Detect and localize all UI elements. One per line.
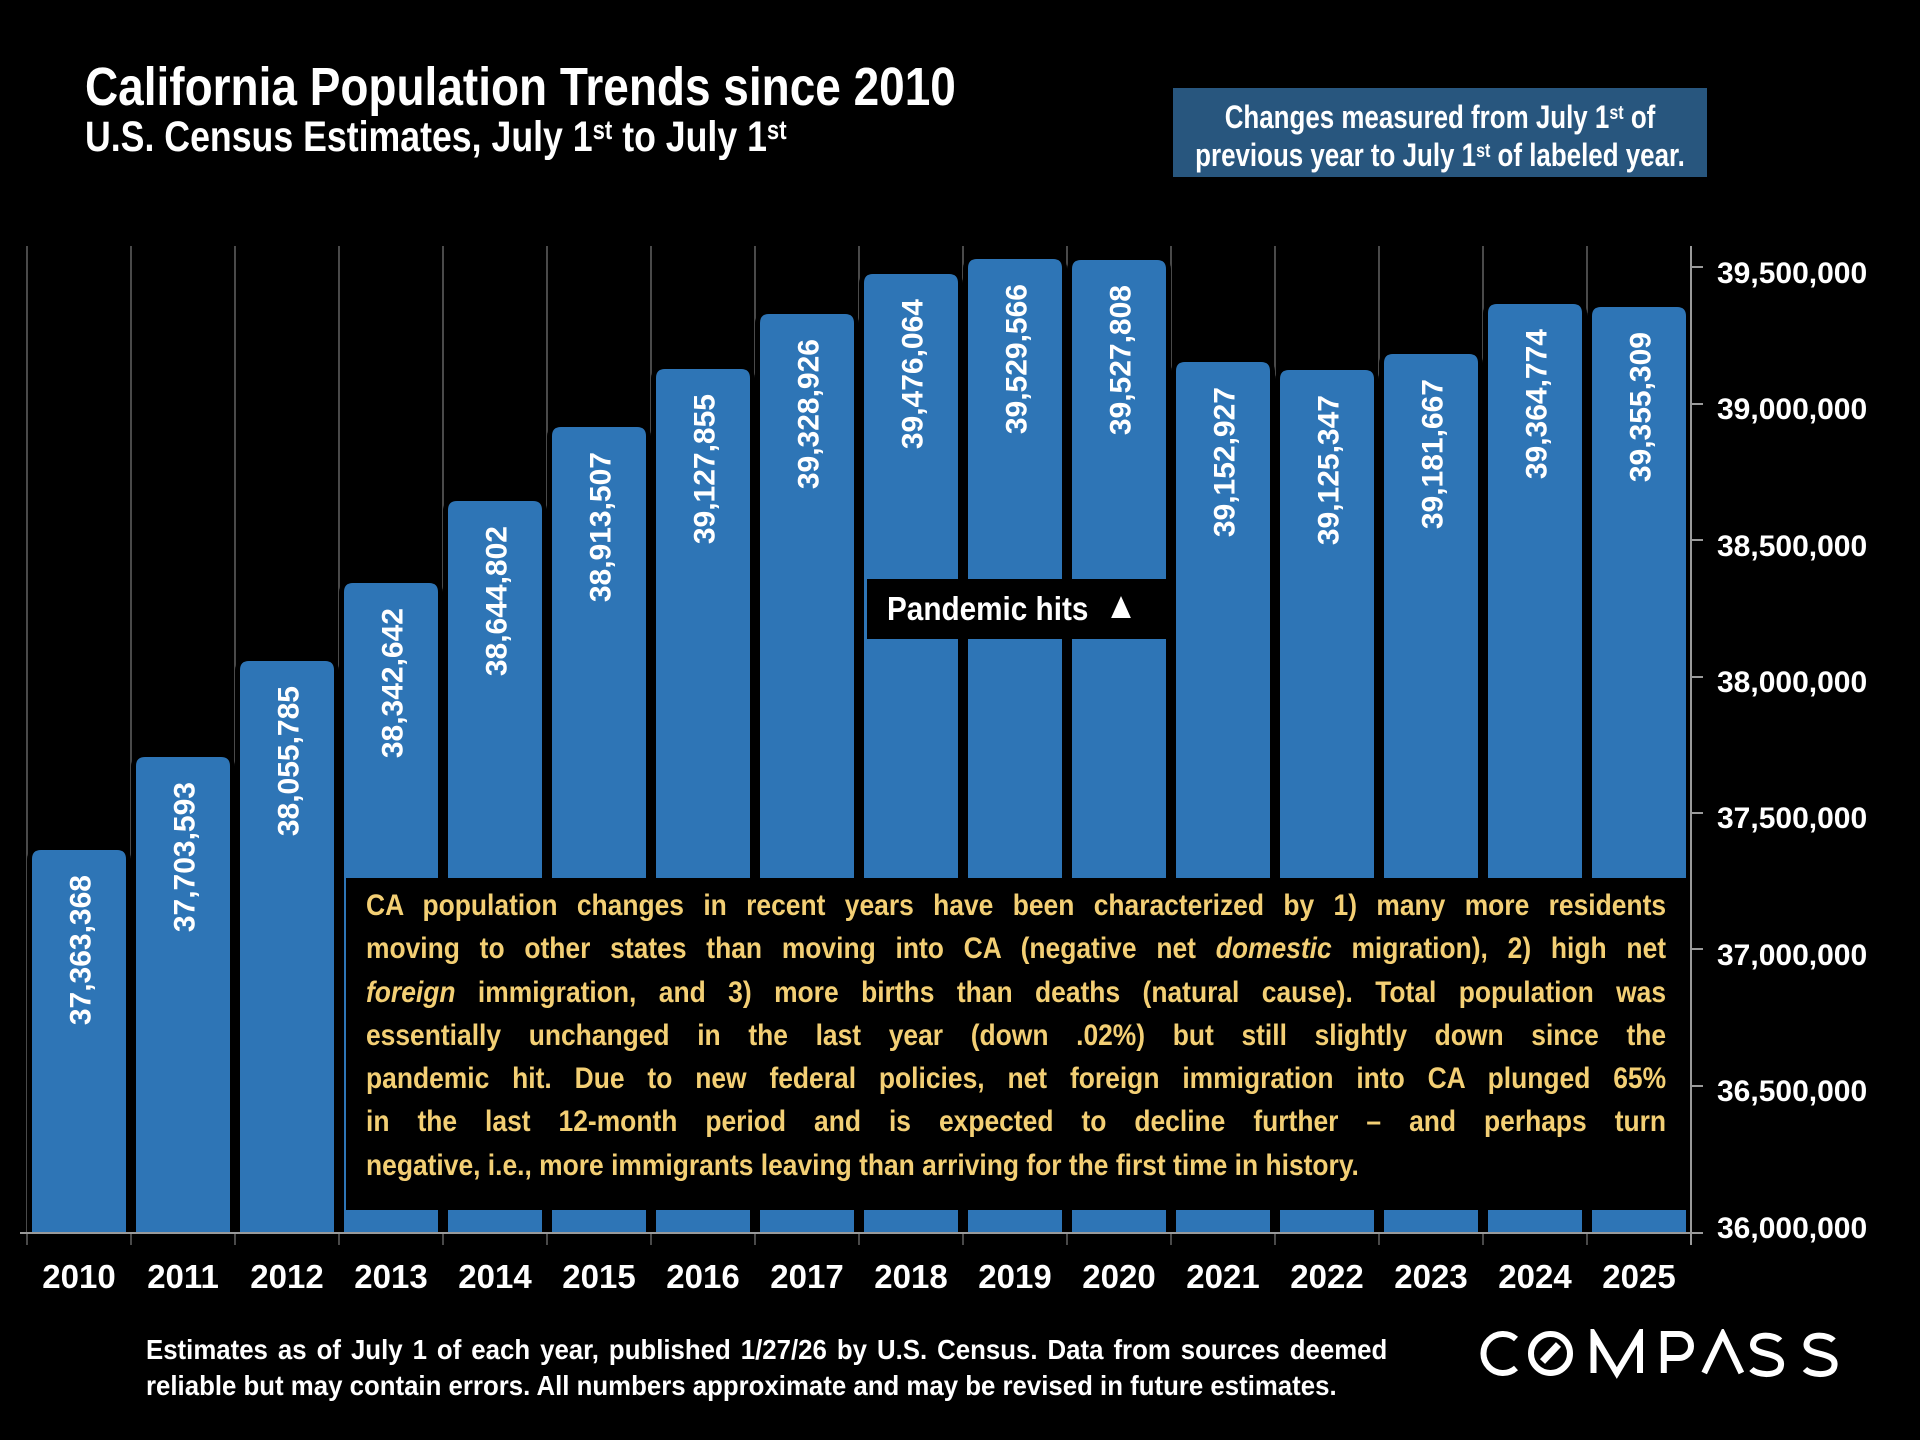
- svg-text:39,127,855: 39,127,855: [689, 394, 722, 544]
- svg-text:2025: 2025: [1602, 1258, 1675, 1295]
- svg-text:2014: 2014: [458, 1258, 532, 1295]
- svg-text:37,500,000: 37,500,000: [1717, 802, 1867, 835]
- svg-text:39,500,000: 39,500,000: [1717, 257, 1867, 290]
- svg-text:39,476,064: 39,476,064: [897, 299, 930, 449]
- svg-text:39,527,808: 39,527,808: [1105, 285, 1138, 435]
- svg-text:39,181,667: 39,181,667: [1417, 379, 1450, 529]
- svg-text:39,152,927: 39,152,927: [1209, 387, 1242, 537]
- svg-text:36,500,000: 36,500,000: [1717, 1075, 1867, 1108]
- svg-text:2017: 2017: [770, 1258, 843, 1295]
- svg-text:2012: 2012: [250, 1258, 323, 1295]
- svg-text:2023: 2023: [1394, 1258, 1467, 1295]
- svg-text:39,355,309: 39,355,309: [1625, 332, 1658, 482]
- svg-text:38,644,802: 38,644,802: [481, 526, 514, 676]
- svg-text:37,363,368: 37,363,368: [65, 875, 98, 1025]
- svg-text:39,529,566: 39,529,566: [1001, 284, 1034, 434]
- svg-text:2024: 2024: [1498, 1258, 1572, 1295]
- svg-text:2019: 2019: [978, 1258, 1051, 1295]
- svg-text:37,703,593: 37,703,593: [169, 782, 202, 932]
- svg-text:38,055,785: 38,055,785: [273, 686, 306, 836]
- svg-text:2013: 2013: [354, 1258, 427, 1295]
- svg-text:2010: 2010: [42, 1258, 115, 1295]
- svg-text:39,364,774: 39,364,774: [1521, 329, 1554, 479]
- svg-text:37,000,000: 37,000,000: [1717, 939, 1867, 972]
- svg-text:38,342,642: 38,342,642: [377, 608, 410, 758]
- svg-text:36,000,000: 36,000,000: [1717, 1212, 1867, 1245]
- svg-text:2021: 2021: [1186, 1258, 1259, 1295]
- svg-text:2016: 2016: [666, 1258, 739, 1295]
- svg-text:39,000,000: 39,000,000: [1717, 393, 1867, 426]
- svg-text:2018: 2018: [874, 1258, 947, 1295]
- svg-text:38,000,000: 38,000,000: [1717, 666, 1867, 699]
- svg-text:38,500,000: 38,500,000: [1717, 530, 1867, 563]
- svg-text:2020: 2020: [1082, 1258, 1155, 1295]
- svg-text:2015: 2015: [562, 1258, 635, 1295]
- svg-text:2022: 2022: [1290, 1258, 1363, 1295]
- svg-text:39,328,926: 39,328,926: [793, 339, 826, 489]
- svg-text:38,913,507: 38,913,507: [585, 452, 618, 602]
- svg-text:2011: 2011: [147, 1258, 219, 1295]
- svg-text:39,125,347: 39,125,347: [1313, 395, 1346, 545]
